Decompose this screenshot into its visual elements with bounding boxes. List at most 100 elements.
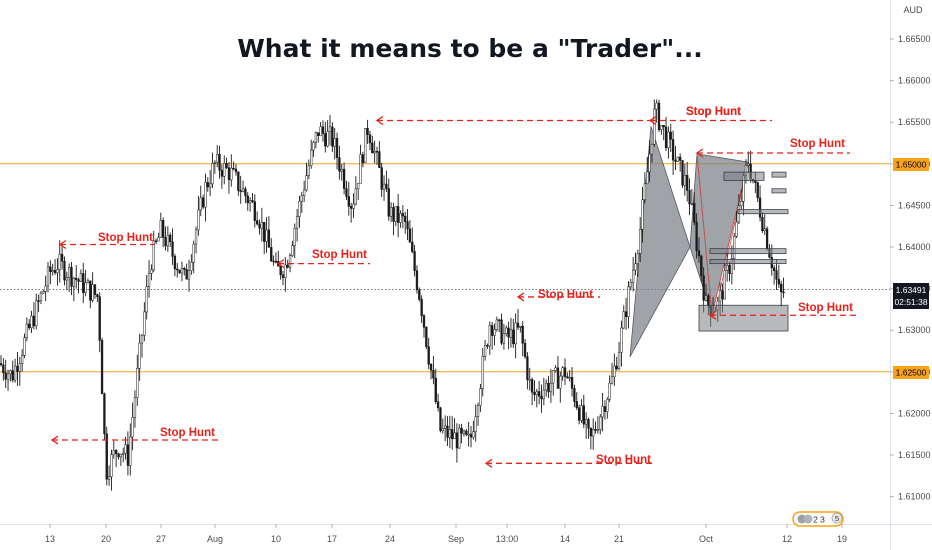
zone-box xyxy=(737,209,789,215)
candle-body xyxy=(239,190,242,192)
candle-body xyxy=(453,432,456,440)
candle-body xyxy=(162,220,165,238)
candle-body xyxy=(51,270,54,272)
candle-body xyxy=(23,337,26,356)
candle-body xyxy=(432,369,435,379)
last-price-tag xyxy=(893,283,929,309)
time-tick-label: Sep xyxy=(448,534,464,544)
candle-body xyxy=(100,340,104,395)
candle-body xyxy=(512,329,515,345)
candle-body xyxy=(286,264,289,268)
demand-zone-box xyxy=(698,304,789,332)
candle-body xyxy=(380,167,383,190)
candle-body xyxy=(124,444,127,454)
candle-body xyxy=(401,213,405,217)
candle-body xyxy=(474,416,477,432)
candle-body xyxy=(568,377,571,379)
candle-body xyxy=(53,270,57,274)
candle-body xyxy=(122,453,125,455)
candle-body xyxy=(676,156,679,162)
candle-body xyxy=(368,134,372,144)
candle-body xyxy=(70,267,73,287)
events-badge-extra: 5 xyxy=(835,514,839,523)
candle-body xyxy=(183,268,186,270)
candle-body xyxy=(465,430,468,435)
time-axis[interactable]: 13 20 27 Aug 10 17 24 Sep 13:00 14 21 Oct 12 19 xyxy=(45,524,847,544)
candle-body xyxy=(298,200,301,217)
candle-body xyxy=(37,300,40,302)
candle-body xyxy=(610,376,614,384)
stop-hunt-5-label: Stop Hunt xyxy=(596,454,651,466)
candle-body xyxy=(347,196,350,207)
candle-body xyxy=(500,319,503,344)
candle-body xyxy=(157,237,160,242)
candle-body xyxy=(521,325,524,344)
candle-body xyxy=(279,265,282,276)
candle-body xyxy=(538,391,541,397)
candle-body xyxy=(462,430,466,434)
events-badge[interactable]: 2 3 5 xyxy=(792,511,844,527)
time-tick-label: 20 xyxy=(101,534,111,544)
candle-body xyxy=(119,453,122,458)
candle-body xyxy=(364,128,367,164)
candle-body xyxy=(385,183,388,189)
candle-body xyxy=(580,405,583,421)
candle-body xyxy=(620,327,623,353)
candle-body xyxy=(472,431,475,438)
candle-body xyxy=(648,153,651,173)
candle-body xyxy=(413,251,416,271)
candle-body xyxy=(272,260,275,263)
candle-body xyxy=(150,269,153,274)
candle-body xyxy=(251,200,254,202)
candle-body xyxy=(683,174,687,186)
candle-body xyxy=(528,379,531,381)
candle-body xyxy=(373,151,376,154)
candle-body xyxy=(307,165,311,176)
candle-body xyxy=(187,270,191,280)
candle-body xyxy=(13,365,17,381)
candle-body xyxy=(516,322,520,328)
candle-body xyxy=(399,213,402,223)
stop-hunt-4-arrow-icon xyxy=(50,435,59,445)
candle-body xyxy=(458,427,461,449)
candle-body xyxy=(227,167,231,181)
price-tick-label: 1.66000 xyxy=(898,76,931,86)
candle-body xyxy=(154,240,158,243)
candlestick-series xyxy=(0,99,785,491)
zone-box xyxy=(771,188,787,194)
price-tick-label: 1.61000 xyxy=(898,492,931,502)
candle-body xyxy=(28,323,31,329)
candle-body xyxy=(702,275,705,301)
candle-body xyxy=(740,201,743,207)
candle-body xyxy=(68,267,71,278)
price-tick-label: 1.63000 xyxy=(898,325,931,335)
candle-body xyxy=(436,401,440,409)
candle-body xyxy=(441,428,444,431)
candle-body xyxy=(63,261,66,281)
currency-label: AUD xyxy=(903,5,923,15)
candle-body xyxy=(274,260,278,263)
candle-body xyxy=(129,436,132,466)
candle-body xyxy=(488,325,491,347)
candle-body xyxy=(166,234,169,247)
candle-body xyxy=(481,356,484,389)
level-high-tag-text: 1.65000 xyxy=(896,160,927,170)
candle-body xyxy=(404,215,407,222)
candle-body xyxy=(561,367,564,377)
zone-box xyxy=(709,248,787,255)
candle-body xyxy=(140,334,144,344)
candle-body xyxy=(270,247,273,262)
candle-body xyxy=(93,284,97,295)
candle-body xyxy=(664,126,668,149)
candle-body xyxy=(636,253,640,264)
candle-body xyxy=(575,401,578,409)
candle-body xyxy=(324,133,327,147)
candle-body xyxy=(21,355,24,364)
candle-body xyxy=(704,295,708,301)
stop-hunt-7-arrow-icon xyxy=(695,148,704,158)
candle-body xyxy=(107,476,111,480)
candle-body xyxy=(256,220,259,225)
candle-body xyxy=(615,365,618,370)
time-tick-label: 13 xyxy=(45,534,55,544)
